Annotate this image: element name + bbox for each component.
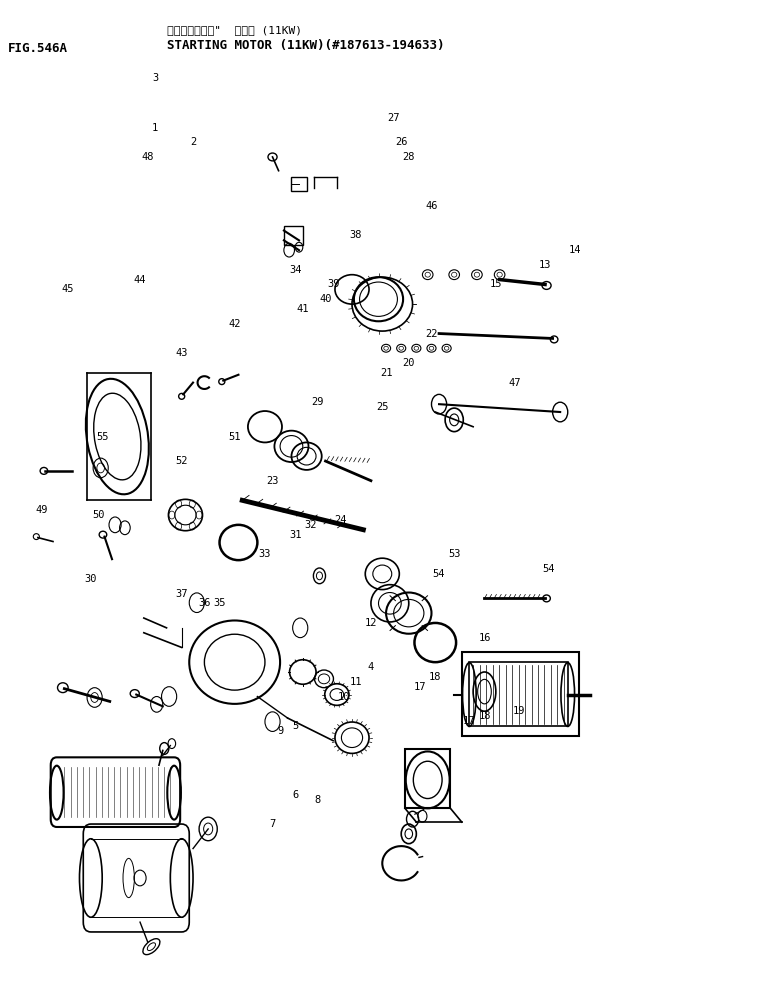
- Text: 28: 28: [403, 152, 415, 162]
- Text: 4: 4: [368, 662, 374, 672]
- Text: 33: 33: [259, 549, 271, 559]
- Text: 14: 14: [569, 245, 581, 255]
- Text: 43: 43: [176, 348, 188, 358]
- Bar: [462, 652, 579, 736]
- Text: 1: 1: [152, 123, 158, 132]
- Text: 36: 36: [198, 598, 210, 608]
- Text: 23: 23: [266, 476, 279, 486]
- Bar: [284, 226, 303, 245]
- Text: 24: 24: [335, 515, 347, 525]
- Text: 48: 48: [142, 152, 154, 162]
- Text: 31: 31: [289, 530, 301, 540]
- Text: 49: 49: [36, 505, 48, 515]
- Text: 9: 9: [277, 726, 283, 736]
- Text: 10: 10: [338, 692, 350, 701]
- Text: 21: 21: [380, 368, 392, 378]
- Text: 29: 29: [312, 397, 324, 407]
- Text: 50: 50: [92, 510, 104, 520]
- Text: 8: 8: [315, 795, 321, 804]
- Text: 38: 38: [350, 231, 362, 240]
- Text: 19: 19: [512, 706, 525, 716]
- Text: 45: 45: [62, 284, 74, 294]
- Text: 5: 5: [292, 721, 298, 731]
- Text: 37: 37: [176, 589, 188, 598]
- Text: 13: 13: [539, 260, 551, 270]
- Text: 18: 18: [478, 711, 491, 721]
- Text: 41: 41: [297, 304, 309, 314]
- Text: 6: 6: [292, 790, 298, 800]
- Text: 39: 39: [327, 280, 339, 289]
- Bar: [469, 662, 568, 726]
- Text: 46: 46: [425, 201, 438, 211]
- Text: 40: 40: [319, 294, 332, 304]
- Text: スターティング"  モータ (11KW): スターティング" モータ (11KW): [167, 25, 301, 34]
- Text: 42: 42: [229, 319, 241, 329]
- Text: 26: 26: [395, 137, 407, 147]
- Text: 34: 34: [289, 265, 301, 275]
- Text: 7: 7: [269, 819, 276, 829]
- Text: 35: 35: [213, 598, 226, 608]
- Text: 25: 25: [376, 402, 388, 412]
- Text: 17: 17: [463, 716, 475, 726]
- Text: 27: 27: [388, 113, 400, 123]
- Text: 55: 55: [96, 432, 108, 441]
- Text: 15: 15: [490, 280, 502, 289]
- Text: 54: 54: [543, 564, 555, 574]
- Text: 52: 52: [176, 456, 188, 466]
- Text: 16: 16: [478, 633, 491, 643]
- Text: 51: 51: [229, 432, 241, 441]
- Text: 3: 3: [152, 74, 158, 83]
- Text: 54: 54: [433, 569, 445, 579]
- Text: 32: 32: [304, 520, 316, 530]
- Text: 11: 11: [350, 677, 362, 687]
- Bar: [291, 177, 307, 191]
- Text: 53: 53: [448, 549, 460, 559]
- Text: 18: 18: [429, 672, 441, 682]
- Text: 17: 17: [414, 682, 426, 692]
- Text: 30: 30: [85, 574, 97, 584]
- Text: 22: 22: [425, 329, 438, 338]
- Text: 47: 47: [509, 378, 521, 387]
- Bar: [405, 749, 450, 808]
- Text: 20: 20: [403, 358, 415, 368]
- Text: 12: 12: [365, 618, 377, 628]
- Text: 44: 44: [134, 275, 146, 284]
- Text: STARTING MOTOR (11KW)(#187613-194633): STARTING MOTOR (11KW)(#187613-194633): [167, 39, 444, 52]
- Text: 2: 2: [190, 137, 196, 147]
- Text: FIG.546A: FIG.546A: [8, 42, 67, 55]
